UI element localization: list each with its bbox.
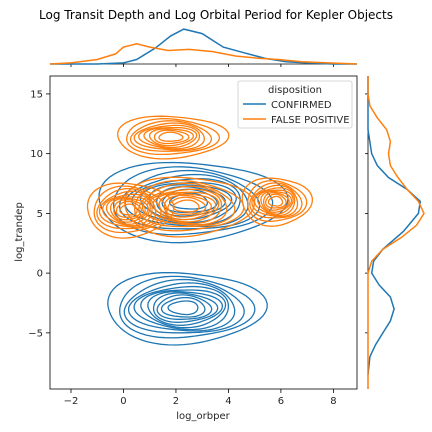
kde-contour-false-positive xyxy=(129,120,213,152)
kde-contour-confirmed xyxy=(156,294,213,320)
kde-contour-false-positive xyxy=(246,180,308,222)
legend-label-confirmed: CONFIRMED xyxy=(271,100,332,111)
kde-contour-false-positive xyxy=(256,189,294,215)
kde-contour-false-positive xyxy=(124,176,255,238)
kde-contour-confirmed xyxy=(107,271,268,346)
kde-contour-false-positive xyxy=(241,177,314,227)
x-tick-label: 4 xyxy=(225,396,231,407)
y-axis-label: log_trandep xyxy=(14,202,25,262)
kde-contour-false-positive xyxy=(138,182,236,228)
x-marginal-curve-confirmed xyxy=(50,28,357,65)
kde-contour-false-positive xyxy=(153,129,190,145)
x-axis: −2 0 2 4 6 8 xyxy=(64,389,337,407)
kde-contour-false-positive xyxy=(152,191,220,223)
main-plot-area: −2 0 2 4 6 8 −5 0 5 10 15 xyxy=(28,75,358,407)
kde-contour-false-positive xyxy=(148,128,195,147)
y-axis: −5 0 5 10 15 xyxy=(28,89,50,339)
x-marginal-panel xyxy=(49,28,358,67)
x-tick-label: 8 xyxy=(330,396,336,407)
kde-contour-confirmed xyxy=(140,289,227,329)
kde-contour-confirmed xyxy=(127,282,236,332)
x-tick-label: −2 xyxy=(64,396,79,407)
kde-contour-false-positive xyxy=(158,131,184,142)
legend-box xyxy=(237,80,353,129)
kde-contour-false-positive xyxy=(249,182,303,219)
kde-contour-false-positive xyxy=(98,190,157,228)
kde-contour-false-positive xyxy=(86,182,175,239)
kde-contour-false-positive xyxy=(146,188,223,225)
kde-contour-false-positive xyxy=(265,193,287,209)
legend-label-false-positive: FALSE POSITIVE xyxy=(271,115,350,126)
x-tick-label: 0 xyxy=(120,396,126,407)
kde-contour-confirmed xyxy=(119,275,256,339)
kde-contour-false-positive xyxy=(158,193,217,221)
kde-contour-false-positive xyxy=(115,200,143,218)
kde-contour-false-positive xyxy=(267,195,284,207)
y-tick-label: 0 xyxy=(37,269,43,280)
y-marginal-curve-confirmed xyxy=(367,76,422,375)
kde-contour-false-positive xyxy=(138,124,201,150)
y-tick-label: −5 xyxy=(28,328,43,339)
kde-contour-confirmed xyxy=(167,300,199,316)
kde-contour-false-positive xyxy=(102,193,153,227)
kde-contour-false-positive xyxy=(163,194,212,218)
x-tick-label: 6 xyxy=(278,396,284,407)
kde-contour-false-positive xyxy=(117,115,230,160)
kde-contour-false-positive xyxy=(262,191,290,211)
kde-contour-false-positive xyxy=(134,179,245,232)
kde-contour-false-positive xyxy=(260,190,293,213)
kde-contour-false-positive xyxy=(143,126,198,149)
kde-contour-false-positive xyxy=(172,199,200,213)
legend-title: disposition xyxy=(268,85,322,96)
main-axes-frame xyxy=(49,75,358,390)
kde-contour-confirmed xyxy=(133,285,230,331)
y-marginal-curve-false-positive xyxy=(367,76,425,389)
kde-contour-false-positive xyxy=(126,118,221,156)
x-marginal-curve-false-positive xyxy=(49,43,358,65)
kde-contour-confirmed xyxy=(160,296,206,318)
y-marginal-panel xyxy=(365,76,425,389)
kde-contour-false-positive xyxy=(105,196,151,225)
y-tick-label: 5 xyxy=(37,209,43,220)
kde-contours xyxy=(86,115,314,346)
x-tick-label: 2 xyxy=(173,396,179,407)
y-tick-label: 10 xyxy=(30,149,43,160)
kde-contour-false-positive xyxy=(119,203,138,216)
x-axis-label: log_orbper xyxy=(176,411,230,422)
kde-contour-false-positive xyxy=(253,187,296,217)
kde-contour-confirmed xyxy=(98,161,289,244)
kde-contour-false-positive xyxy=(141,185,228,226)
kde-contour-false-positive xyxy=(251,184,299,218)
kde-contour-false-positive xyxy=(133,122,205,151)
y-tick-label: 15 xyxy=(30,89,43,100)
kde-contour-confirmed xyxy=(147,291,224,326)
legend: disposition CONFIRMED FALSE POSITIVE xyxy=(237,80,353,129)
kde-contour-false-positive xyxy=(96,187,162,230)
kde-contour-confirmed xyxy=(123,278,245,334)
chart-title: Log Transit Depth and Log Orbital Period… xyxy=(39,8,393,22)
kde-contour-confirmed xyxy=(152,292,219,323)
kde-contour-confirmed xyxy=(131,178,241,226)
kde-contour-false-positive xyxy=(167,196,207,215)
